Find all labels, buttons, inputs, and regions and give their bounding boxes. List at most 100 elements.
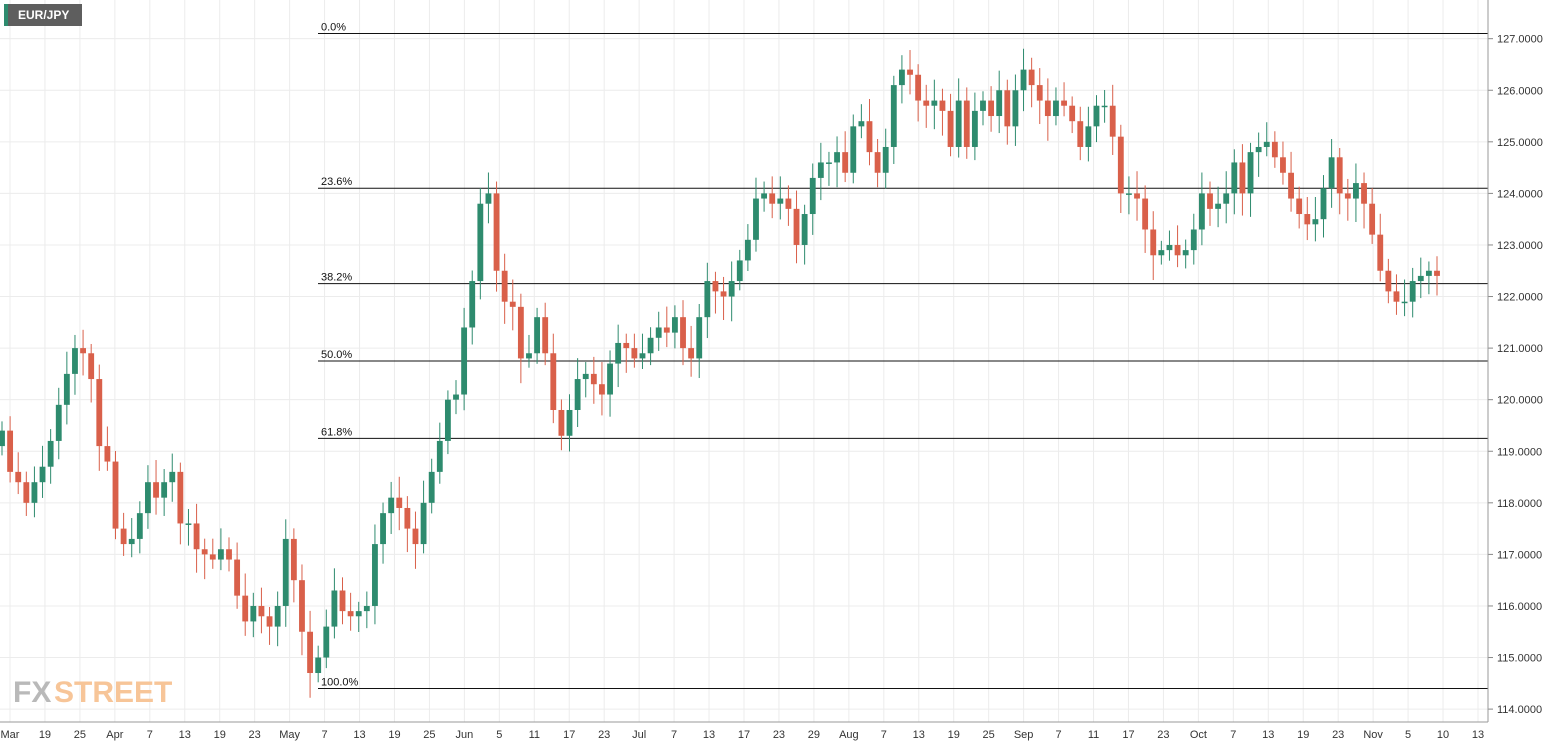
candle [1401, 279, 1408, 317]
candle [526, 334, 532, 368]
x-tick-label: 7 [147, 729, 153, 741]
candle-body [607, 363, 613, 395]
candle [1012, 74, 1019, 146]
x-tick-label: 19 [388, 729, 400, 741]
candle [1393, 274, 1400, 315]
candle-body [947, 110, 954, 147]
candle [307, 610, 313, 698]
candle [372, 524, 378, 625]
candle [1174, 225, 1181, 268]
candle-body [753, 198, 759, 240]
candle [242, 573, 249, 636]
candle-body [534, 317, 541, 354]
candle [23, 471, 30, 516]
candle-body [485, 193, 492, 204]
candle [947, 93, 954, 157]
candle-body [971, 110, 978, 147]
candle [1377, 213, 1384, 282]
candle-body [1377, 234, 1384, 271]
candle-body [23, 482, 30, 503]
candle [1271, 131, 1278, 168]
candle [1142, 185, 1149, 253]
x-tick-label: 13 [1472, 729, 1484, 741]
candle-body [728, 281, 735, 297]
candle [1409, 267, 1416, 318]
candle-body [874, 152, 881, 173]
x-tick-label: 25 [983, 729, 995, 741]
candle-body [1085, 126, 1092, 147]
x-tick-label: 19 [214, 729, 226, 741]
candle-body [1004, 90, 1011, 127]
candle [1036, 68, 1043, 125]
candle-body [47, 440, 54, 467]
y-tick-label: 119.0000 [1497, 446, 1542, 458]
candle-body [355, 611, 362, 617]
candle-body [1401, 301, 1408, 304]
candle [1126, 176, 1132, 215]
candle-body [1134, 193, 1140, 199]
x-tick-label: 17 [738, 729, 750, 741]
candle-body [63, 373, 70, 405]
candle-body [996, 90, 1003, 117]
candle-body [461, 327, 468, 395]
candle-body [1053, 100, 1059, 117]
x-tick-label: 7 [1056, 729, 1062, 741]
candle-body [436, 440, 443, 472]
x-tick-label: 5 [1405, 729, 1411, 741]
candle [744, 224, 751, 272]
candle [599, 362, 605, 416]
candle-body [323, 626, 330, 658]
candle [1101, 89, 1108, 123]
candle-body [1036, 85, 1043, 101]
candle-body [526, 353, 532, 359]
candle [680, 300, 686, 366]
candle-body [201, 549, 208, 555]
candle-body [1255, 146, 1262, 153]
candle [1328, 138, 1335, 208]
candle-body [793, 208, 800, 245]
candle-body [761, 193, 768, 199]
y-tick-label: 124.0000 [1497, 188, 1543, 200]
candle-body [898, 69, 905, 86]
x-tick-label: 11 [1088, 729, 1099, 741]
candle [420, 480, 427, 554]
candle-body [1117, 136, 1124, 194]
x-tick-label: 7 [671, 729, 677, 741]
x-tick-label: Apr [106, 729, 123, 741]
candle-body [850, 126, 857, 173]
x-tick-label: 19 [39, 729, 51, 741]
x-tick-label: 29 [808, 729, 820, 741]
x-tick-label: Aug [839, 729, 859, 741]
candle [55, 387, 62, 460]
candle [217, 528, 224, 571]
candle [1288, 151, 1294, 212]
candle-body [31, 482, 38, 503]
candle [858, 104, 865, 139]
candle-body [882, 146, 889, 173]
candle [866, 99, 873, 166]
candle-body [671, 317, 678, 333]
candle [136, 501, 143, 554]
candle [1207, 181, 1213, 226]
candle-body [1150, 229, 1157, 256]
candle [615, 324, 622, 388]
x-tick-label: Nov [1363, 729, 1383, 741]
candle [1417, 257, 1424, 299]
candle [1231, 149, 1238, 215]
candle-body [1174, 244, 1181, 256]
candle-body [826, 162, 832, 164]
candle-body [736, 260, 743, 282]
x-tick-label: 23 [1157, 729, 1169, 741]
candle-body [834, 152, 840, 163]
candle [1304, 197, 1311, 241]
candle [1061, 82, 1067, 117]
candle [793, 190, 800, 264]
candle [1028, 57, 1035, 108]
candle [266, 606, 273, 645]
candle-body [80, 348, 86, 354]
candle [736, 249, 743, 291]
candle-body [209, 554, 216, 560]
candle [1004, 79, 1011, 145]
candle-body [104, 446, 111, 462]
candle-body [574, 379, 581, 410]
